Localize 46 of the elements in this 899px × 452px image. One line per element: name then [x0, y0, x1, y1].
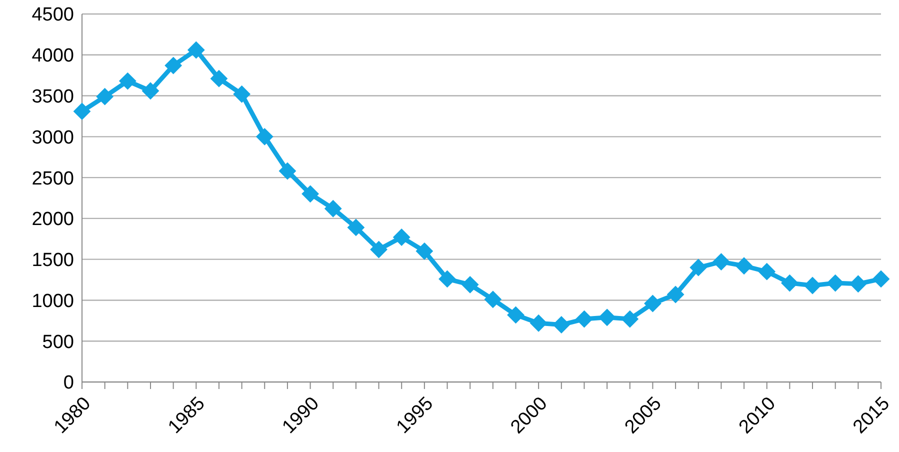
point — [393, 228, 410, 246]
point — [188, 41, 205, 58]
point — [438, 270, 456, 288]
point — [530, 314, 548, 332]
y-tick-label: 1500 — [32, 250, 74, 272]
point — [507, 306, 524, 324]
point — [576, 310, 593, 328]
y-tick-label: 500 — [42, 332, 74, 353]
point — [278, 162, 296, 180]
point — [826, 274, 844, 292]
point — [644, 294, 662, 312]
y-tick-label: 0 — [63, 372, 74, 394]
point — [736, 257, 753, 274]
point — [96, 88, 114, 106]
point — [598, 308, 616, 326]
point — [256, 128, 274, 146]
point — [370, 241, 388, 258]
y-tick-label: 4500 — [32, 4, 74, 26]
point — [416, 242, 433, 260]
point — [758, 263, 776, 280]
point — [302, 185, 319, 202]
y-tick-label: 2000 — [32, 209, 74, 230]
y-tick-label: 3500 — [32, 86, 74, 108]
point — [621, 310, 638, 328]
point — [872, 270, 890, 288]
point — [667, 286, 684, 303]
point — [74, 102, 90, 120]
point — [484, 290, 502, 308]
y-tick-label: 1000 — [32, 290, 74, 312]
y-tick-label: 4000 — [32, 46, 74, 67]
point — [781, 274, 798, 292]
y-tick-label: 3000 — [32, 127, 74, 148]
point — [690, 259, 707, 276]
point — [462, 276, 479, 294]
point — [119, 72, 136, 90]
point — [164, 57, 182, 74]
point — [210, 70, 228, 88]
y-tick-label: 2500 — [32, 168, 74, 190]
point — [324, 200, 342, 218]
point — [142, 82, 159, 100]
point — [233, 86, 250, 103]
point — [804, 277, 822, 294]
point — [552, 316, 570, 334]
point — [712, 253, 730, 270]
point — [850, 275, 867, 292]
point — [347, 218, 364, 236]
